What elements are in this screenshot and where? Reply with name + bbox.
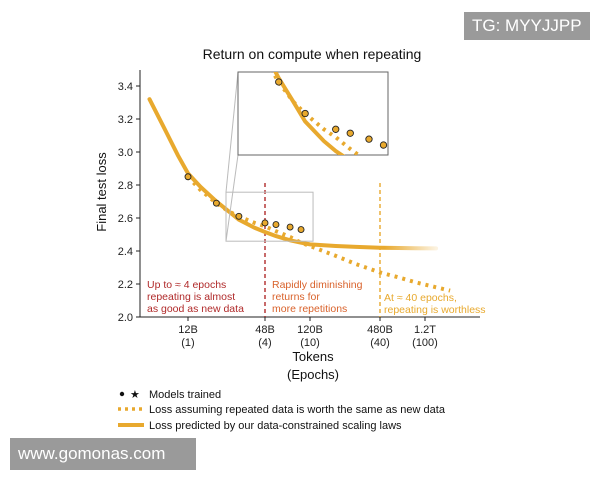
x-axis-label: Tokens: [292, 349, 334, 364]
inset-model-point: [365, 135, 373, 143]
legend-dot-marker: [119, 391, 125, 397]
inset-model-point: [379, 141, 388, 149]
watermark-top: TG: MYYJJPP: [464, 12, 590, 40]
model-point: [235, 212, 243, 220]
annotation-line: returns for: [272, 291, 320, 303]
x-tick-sublabel: (1): [181, 337, 194, 349]
y-axis-label: Final test loss: [94, 152, 109, 232]
legend-label: Loss predicted by our data-constrained s…: [149, 420, 402, 432]
plot-area: 2.0 2.2 2.4 2.6 2.8 3.0 3.2 3.4 12B(1) 48B(4) 120B…: [118, 70, 486, 349]
y-tick-label: 2.0: [118, 312, 133, 324]
x-tick-label: 48B: [255, 324, 275, 336]
inset-model-point: [301, 109, 309, 118]
zoom-connector: [225, 154, 239, 242]
model-point: [286, 223, 294, 231]
x-tick-label: 1.2T: [414, 324, 436, 336]
annotation-1: Up to ≈ 4 epochs repeating is almost as go…: [147, 279, 244, 315]
x-tick-label: 480B: [367, 324, 393, 336]
y-tick-label: 2.2: [118, 279, 133, 291]
zoom-connector: [225, 71, 239, 193]
annotation-line: repeating is worthless: [384, 304, 486, 316]
model-point: [212, 199, 220, 207]
y-tick-label: 3.0: [118, 147, 133, 159]
annotation-line: Up to ≈ 4 epochs: [147, 279, 226, 291]
legend: ★ Models trained Loss assuming repeated da…: [118, 389, 446, 432]
x-tick-sublabel: (40): [370, 337, 390, 349]
x-tick-label: 12B: [178, 324, 198, 336]
inset-model-point: [332, 125, 340, 133]
zoom-source-box: [225, 191, 314, 242]
y-tick-label: 2.6: [118, 213, 133, 225]
chart-title: Return on compute when repeating: [203, 46, 422, 62]
watermark-bottom: www.gomonas.com: [10, 438, 196, 470]
x-tick-sublabel: (10): [300, 337, 320, 349]
annotation-line: At ≈ 40 epochs,: [384, 292, 457, 304]
y-tick-label: 2.4: [118, 246, 133, 258]
inset-box: [237, 71, 389, 156]
annotation-line: repeating is almost: [147, 291, 235, 303]
model-point: [272, 221, 280, 229]
annotation-2: Rapidly diminishing returns for more repet…: [272, 279, 363, 315]
inset-model-point: [346, 129, 354, 137]
y-tick-label: 3.4: [118, 81, 133, 93]
legend-label: Loss assuming repeated data is worth the…: [149, 404, 446, 416]
x-tick-sublabel: (100): [412, 337, 438, 349]
model-point: [297, 226, 305, 234]
y-tick-label: 3.2: [118, 114, 133, 126]
annotation-line: more repetitions: [272, 303, 347, 315]
model-point: [184, 173, 192, 181]
legend-label: Models trained: [149, 389, 221, 401]
annotation-line: Rapidly diminishing: [272, 279, 363, 291]
x-axis-label-epochs: (Epochs): [287, 367, 339, 382]
annotation-3: At ≈ 40 epochs, repeating is worthless: [384, 292, 486, 316]
legend-star-marker: ★: [130, 389, 140, 401]
model-point: [261, 219, 269, 227]
y-tick-label: 2.8: [118, 180, 133, 192]
annotation-line: as good as new data: [147, 303, 244, 315]
inset-plot: [270, 72, 388, 155]
x-tick-label: 120B: [297, 324, 323, 336]
inset-model-point: [275, 78, 283, 86]
x-tick-sublabel: (4): [258, 337, 271, 349]
